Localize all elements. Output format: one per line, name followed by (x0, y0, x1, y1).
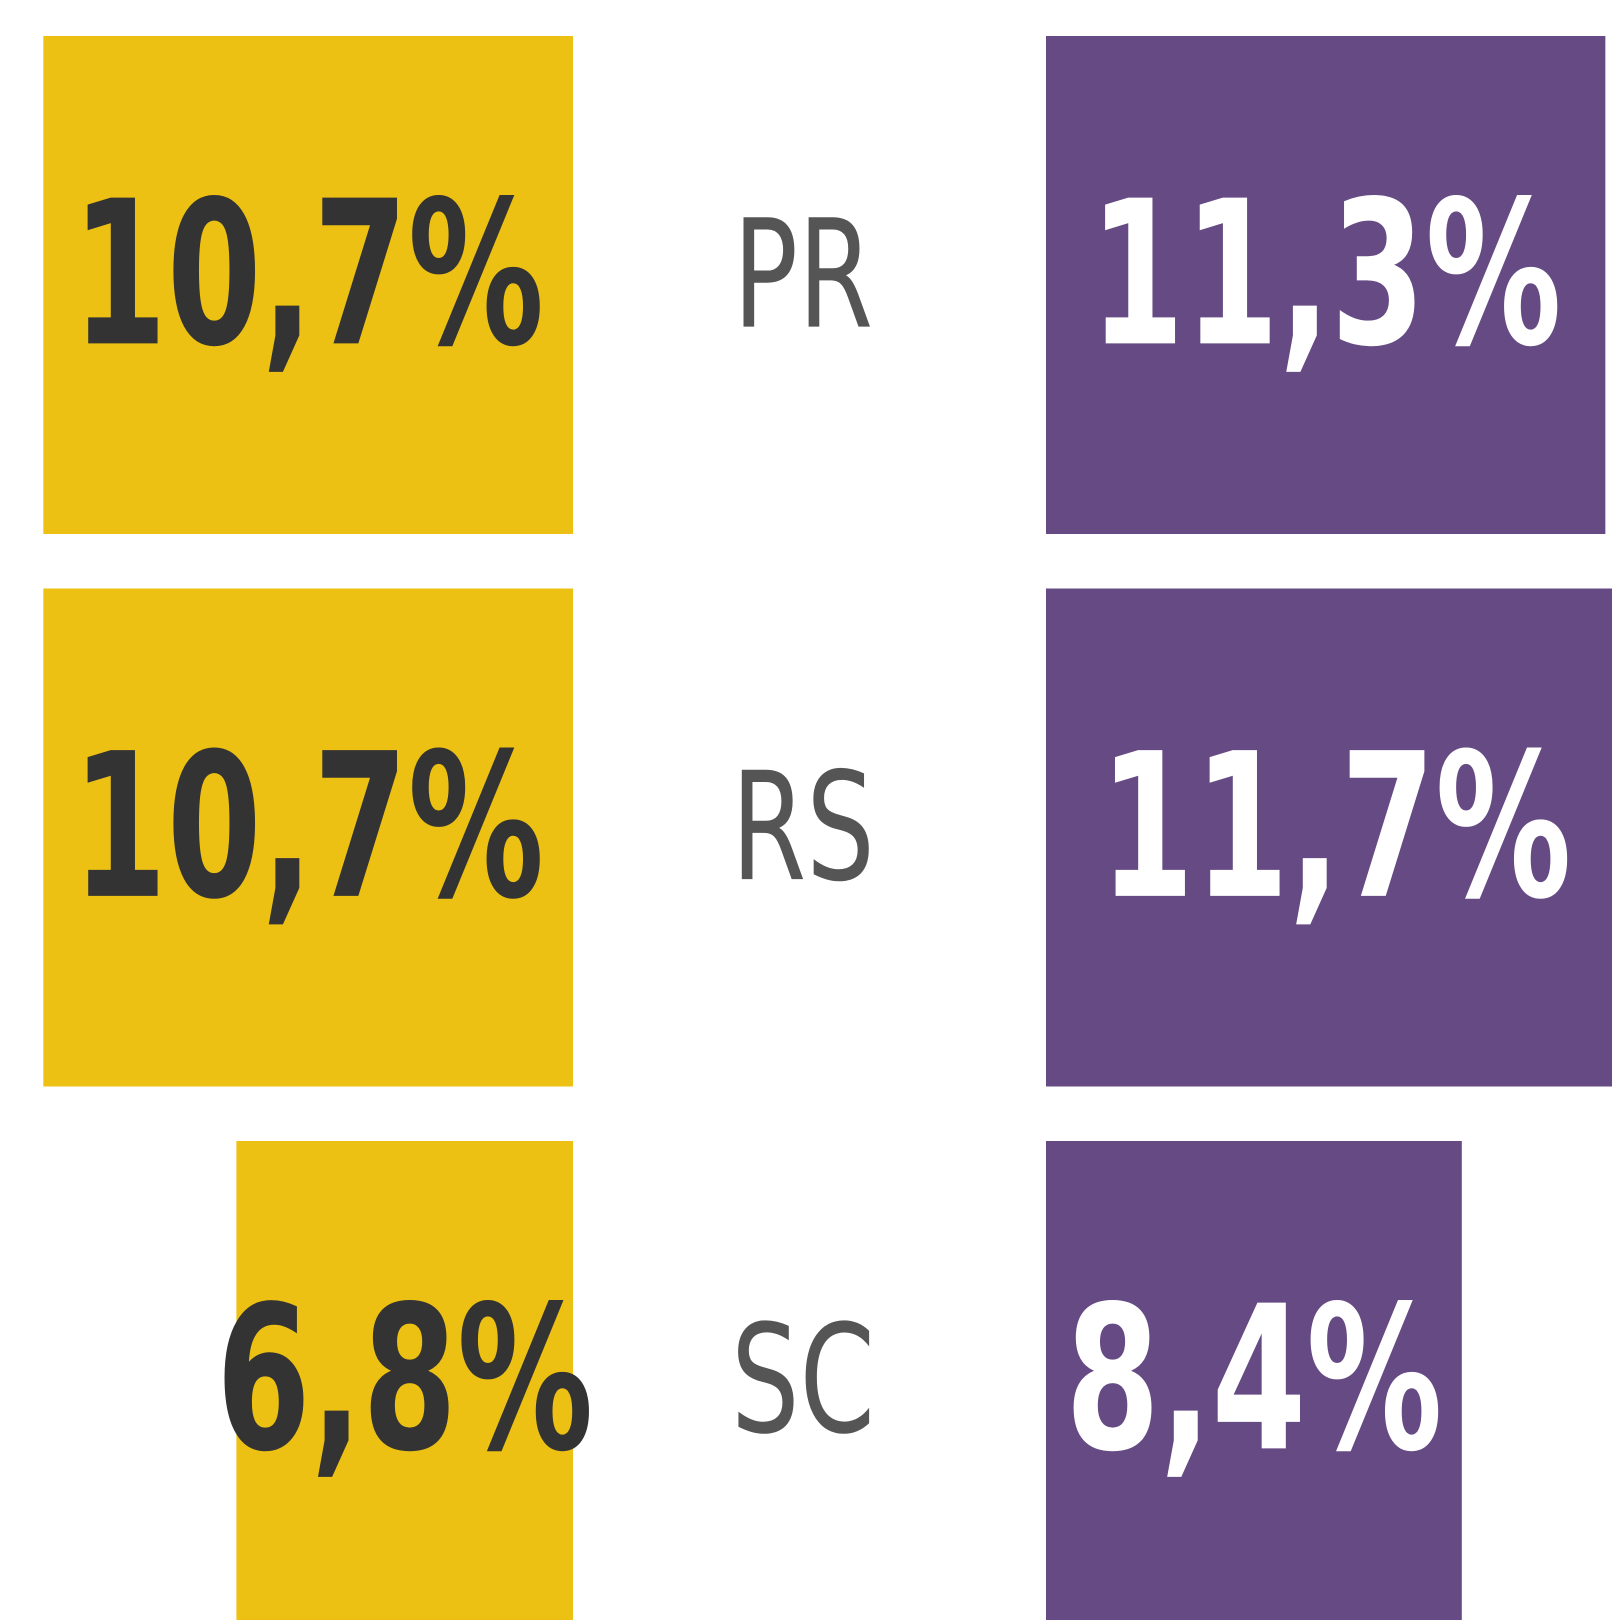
bar (1046, 1141, 1462, 1620)
bar (1046, 36, 1606, 534)
value-label: 8,4% (1065, 1264, 1442, 1497)
bar (43, 588, 574, 1087)
category-label: RS (731, 740, 875, 914)
value-label: 10,7% (72, 711, 544, 944)
value-label: 10,7% (72, 159, 544, 392)
category-label: SC (731, 1293, 875, 1467)
category-label: PR (733, 188, 873, 362)
value-label: 11,7% (1100, 711, 1572, 944)
bar (43, 36, 574, 534)
bar (236, 1141, 573, 1620)
value-label: 11,3% (1090, 159, 1562, 392)
bar (1046, 588, 1612, 1087)
value-label: 6,8% (216, 1264, 593, 1497)
